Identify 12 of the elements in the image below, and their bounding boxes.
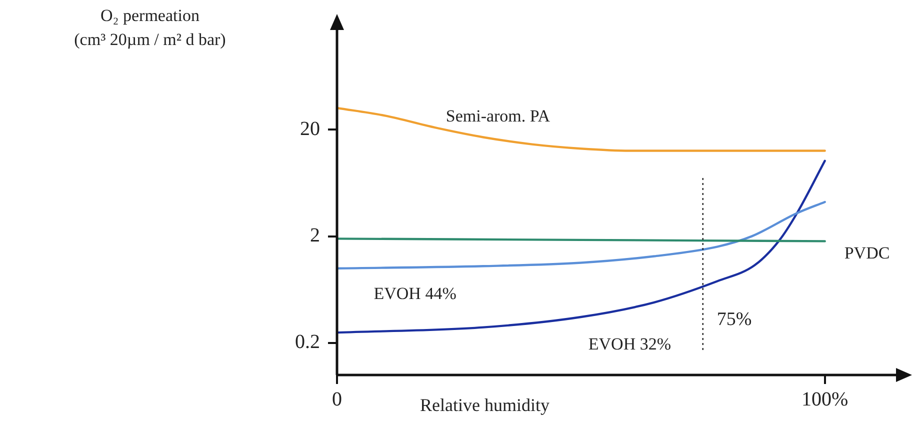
x-axis-title: Relative humidity [420,395,550,416]
series-label: Semi-arom. PA [446,106,551,126]
x-tick-label: 0 [332,388,342,410]
y-tick-label: 0.2 [295,331,320,354]
series-label: PVDC [844,243,890,262]
series-label: EVOH 44% [374,284,456,303]
x-tick-label: 100% [801,388,848,410]
ref-line-label: 75% [716,308,752,330]
y-axis-title: O₂ permeation (cm³ 20µm / m² d bar) [73,5,227,51]
y-tick-label: 20 [300,118,320,140]
y-tick-label: 2 [310,224,320,247]
series-label: EVOH 32% [588,334,672,354]
